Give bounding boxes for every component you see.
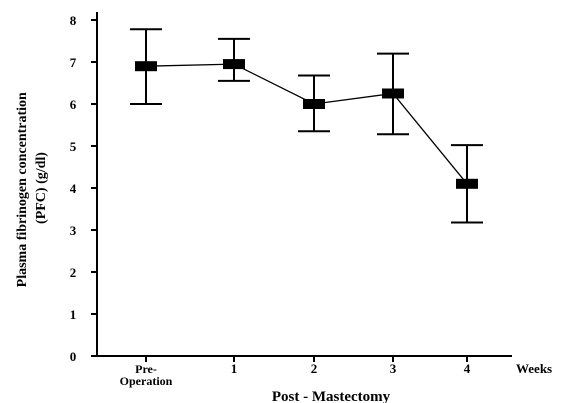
x-tick-label-line: Pre- — [135, 362, 157, 376]
y-tick-label: 4 — [70, 181, 77, 196]
x-tick-label: Pre-Operation — [120, 362, 173, 388]
x-tick-label-line: 1 — [231, 361, 238, 376]
data-point-marker — [382, 88, 404, 99]
x-tick-label: 3 — [390, 361, 397, 376]
y-tick-label: 5 — [70, 139, 77, 154]
data-point-marker — [135, 61, 157, 72]
y-axis-ticks: 0 1 2 3 4 5 6 7 8 — [70, 13, 97, 364]
y-axis-title-line-1: Plasma fibrinogen concentration — [15, 92, 30, 287]
series-group — [130, 28, 483, 224]
y-axis-title: Plasma fibrinogen concentration (PFC) (g… — [15, 89, 49, 288]
x-tick-label: 4 — [464, 361, 471, 376]
x-tick-label-line: 4 — [464, 361, 471, 376]
series-line — [145, 63, 468, 185]
y-tick-label: 8 — [70, 13, 77, 28]
x-axis-title: Post - Mastectomy — [272, 389, 391, 403]
y-axis-title-line-2: (PFC) (g/dl) — [34, 152, 49, 224]
x-tick-label-line: 2 — [311, 361, 318, 376]
chart-axes — [96, 12, 512, 357]
y-tick-label: 7 — [70, 55, 77, 70]
y-tick-label: 1 — [70, 307, 77, 322]
x-tick-label: 2 — [311, 361, 318, 376]
y-tick-label: 3 — [70, 223, 77, 238]
x-tick-label: 1 — [231, 361, 238, 376]
y-tick-label: 6 — [70, 97, 77, 112]
data-point-marker — [303, 99, 325, 109]
x-axis-ticks: Pre-Operation 1 2 3 4 — [120, 356, 471, 388]
y-tick-label: 0 — [70, 349, 77, 364]
x-tick-label-line: 3 — [390, 361, 397, 376]
data-point-marker — [456, 178, 478, 189]
data-point-marker — [223, 59, 245, 70]
x-axis-unit-label: Weeks — [516, 361, 552, 376]
x-tick-label-line: Operation — [120, 374, 173, 388]
y-tick-label: 2 — [70, 265, 77, 280]
